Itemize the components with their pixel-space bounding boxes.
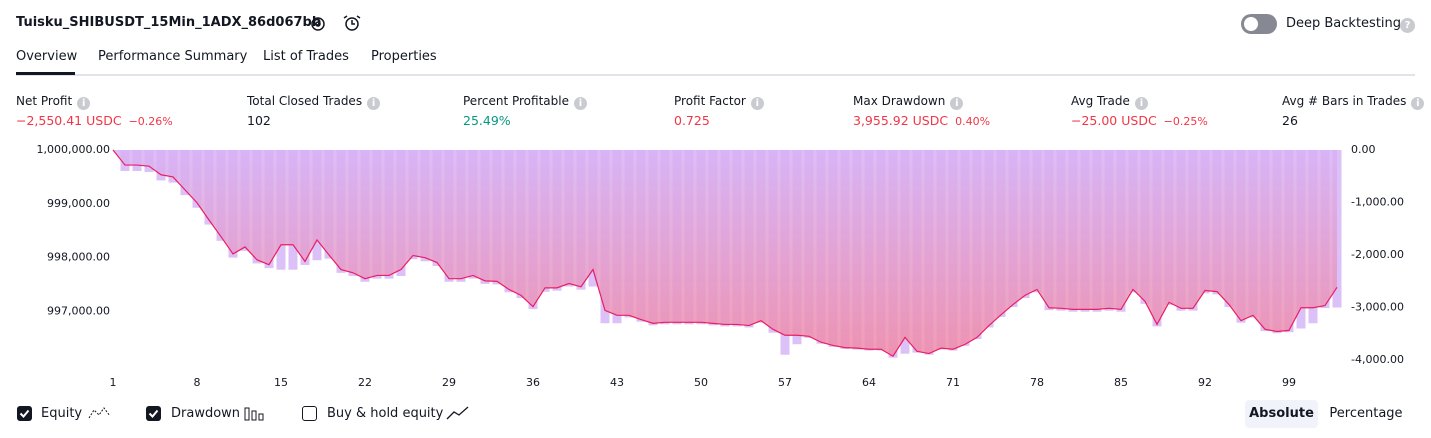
drawdown-checkbox[interactable] — [146, 406, 161, 421]
y-tick-label: 999,000.00 — [47, 197, 110, 210]
x-tick-label: 22 — [358, 376, 372, 389]
metric-label-text: Avg Trade — [1071, 94, 1130, 108]
equity-checkbox[interactable] — [17, 406, 32, 421]
metric-percent: 0.40% — [955, 115, 991, 128]
help-icon[interactable]: ? — [1400, 18, 1415, 33]
metric-value: −2,550.41 USDC — [16, 113, 122, 128]
x-tick-label: 85 — [1114, 376, 1128, 389]
y2-tick-label: -1,000.00 — [1351, 196, 1404, 209]
metric-value-row: 0.725 — [674, 113, 710, 128]
metric-label: Percent Profitable i — [463, 94, 587, 110]
info-icon[interactable]: i — [1134, 97, 1148, 110]
metric-label-text: Total Closed Trades — [247, 94, 363, 108]
tab[interactable]: Performance Summary — [98, 49, 248, 64]
x-tick-label: 64 — [862, 376, 876, 389]
x-tick-label: 1 — [110, 376, 117, 389]
metric-value-row: −2,550.41 USDC −0.26% — [16, 113, 173, 128]
y-tick-label: 997,000.00 — [47, 305, 110, 318]
header-icons[interactable] — [308, 14, 364, 34]
deep-backtesting-toggle[interactable] — [1241, 14, 1277, 34]
absolute-button[interactable]: Absolute — [1245, 400, 1318, 428]
x-tick-label: 78 — [1030, 376, 1044, 389]
metric-label: Profit Factor i — [674, 94, 764, 110]
metric-value-row: 26 — [1282, 113, 1298, 128]
buy-hold-label: Buy & hold equity — [327, 406, 444, 421]
tab[interactable]: List of Trades — [263, 49, 349, 64]
metric-label: Total Closed Trades i — [247, 94, 381, 110]
metric-label: Net Profit i — [16, 94, 91, 110]
y-tick-label: 998,000.00 — [47, 251, 110, 264]
equity-line — [112, 149, 1338, 358]
x-tick-label: 99 — [1282, 376, 1296, 389]
metric-label-text: Profit Factor — [674, 94, 746, 108]
info-icon[interactable]: i — [367, 97, 381, 110]
equity-icon — [88, 407, 111, 419]
metric-value: 25.49% — [463, 113, 511, 128]
metric-label-text: Net Profit — [16, 94, 73, 108]
tab[interactable]: Properties — [371, 49, 437, 64]
metric-value: −25.00 USDC — [1071, 113, 1157, 128]
metric-value: 3,955.92 USDC — [853, 113, 949, 128]
x-tick-label: 50 — [694, 376, 708, 389]
metric-value-row: 3,955.92 USDC 0.40% — [853, 113, 990, 128]
metric-label: Avg Trade i — [1071, 94, 1148, 110]
metric-label-text: Avg # Bars in Trades — [1282, 94, 1407, 108]
tab-divider — [16, 74, 1415, 76]
x-tick-label: 43 — [610, 376, 624, 389]
strategy-title: Tuisku_SHIBUSDT_15Min_1ADX_86d067bb — [16, 15, 322, 30]
x-tick-label: 71 — [946, 376, 960, 389]
x-tick-label: 15 — [274, 376, 288, 389]
metric-label: Max Drawdown i — [853, 94, 964, 110]
equity-area — [113, 150, 1337, 357]
y2-tick-label: -3,000.00 — [1351, 301, 1404, 314]
info-icon[interactable]: i — [1411, 97, 1425, 110]
x-tick-label: 8 — [194, 376, 201, 389]
toggle-knob — [1244, 17, 1258, 31]
y2-tick-label: -4,000.00 — [1351, 353, 1404, 366]
metric-label: Avg # Bars in Trades i — [1282, 94, 1425, 110]
metric-value-row: −25.00 USDC −0.25% — [1071, 113, 1208, 128]
equity-toggle-label: Equity — [41, 406, 83, 421]
metric-value: 26 — [1282, 113, 1298, 128]
buy-hold-checkbox[interactable] — [302, 406, 317, 421]
y2-tick-label: 0.00 — [1351, 143, 1376, 156]
tab[interactable]: Overview — [16, 49, 78, 64]
metric-value-row: 25.49% — [463, 113, 511, 128]
x-tick-label: 92 — [1198, 376, 1212, 389]
drawdown-toggle-label: Drawdown — [171, 406, 241, 421]
info-icon[interactable]: i — [77, 97, 91, 110]
info-icon[interactable]: i — [750, 97, 764, 110]
chart: 997,000.00 998,000.00 999,000.00 1,000,000.… — [37, 143, 1404, 389]
metric-percent: −0.26% — [128, 115, 173, 128]
metric-label-text: Percent Profitable — [463, 94, 569, 108]
metric-percent: −0.25% — [1163, 115, 1208, 128]
x-tick-label: 36 — [526, 376, 540, 389]
metric-label-text: Max Drawdown — [853, 94, 946, 108]
metric-value: 102 — [247, 113, 271, 128]
deep-backtesting-label: Deep Backtesting — [1286, 16, 1402, 31]
x-tick-label: 29 — [442, 376, 456, 389]
percentage-button[interactable]: Percentage — [1329, 406, 1403, 421]
y-tick-label: 1,000,000.00 — [37, 143, 110, 156]
active-tab-indicator — [16, 72, 75, 75]
info-icon[interactable]: i — [950, 97, 964, 110]
x-tick-label: 57 — [778, 376, 792, 389]
metric-value-row: 102 — [247, 113, 271, 128]
y2-tick-label: -2,000.00 — [1351, 248, 1404, 261]
buy-hold-icon — [446, 406, 469, 420]
info-icon[interactable]: i — [573, 97, 587, 110]
drawdown-icon — [244, 407, 264, 421]
metric-value: 0.725 — [674, 113, 710, 128]
